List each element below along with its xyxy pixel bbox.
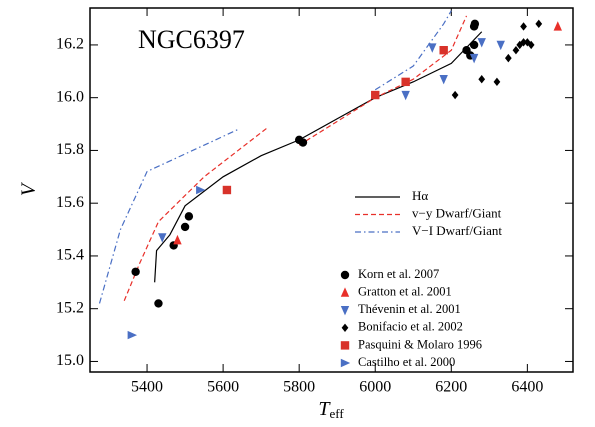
plot-frame xyxy=(89,7,574,373)
marker xyxy=(196,185,206,195)
marker xyxy=(470,19,480,29)
marker xyxy=(477,38,486,48)
x-label-sub: eff xyxy=(329,406,344,421)
legend-label: Gratton et al. 2001 xyxy=(358,284,452,298)
marker xyxy=(524,38,531,47)
marker xyxy=(553,21,562,31)
marker xyxy=(493,77,501,87)
y-tick-label: 15.4 xyxy=(56,247,84,264)
y-tick-label: 15.8 xyxy=(56,141,84,158)
legend-label: Castilho et al. 2000 xyxy=(358,355,455,369)
x-tick-label: 6400 xyxy=(511,379,543,396)
marker xyxy=(439,75,448,85)
marker xyxy=(439,46,448,55)
legend-label: V−I Dwarf/Giant xyxy=(412,223,502,238)
marker xyxy=(535,19,543,29)
marker xyxy=(341,323,349,332)
marker xyxy=(340,358,351,368)
marker xyxy=(401,77,410,87)
legend-label: Hα xyxy=(412,188,428,203)
x-tick-label: 6200 xyxy=(435,379,467,396)
marker xyxy=(469,40,479,50)
marker xyxy=(340,306,350,316)
cluster-label: NGC6397 xyxy=(138,25,245,54)
marker xyxy=(298,138,308,147)
marker xyxy=(469,53,479,64)
marker xyxy=(496,40,505,51)
marker xyxy=(520,22,527,31)
marker xyxy=(340,270,350,280)
y-tick-label: 15.2 xyxy=(56,299,84,316)
marker xyxy=(340,287,350,297)
y-tick-label: 15.0 xyxy=(56,352,84,369)
marker xyxy=(504,53,512,63)
marker xyxy=(180,222,190,232)
marker xyxy=(158,233,167,243)
marker xyxy=(154,299,163,308)
marker xyxy=(222,185,232,195)
y-tick-label: 15.6 xyxy=(56,194,84,211)
model-line xyxy=(123,15,468,302)
model-line xyxy=(98,10,452,304)
x-tick-label: 5400 xyxy=(131,379,163,396)
model-line xyxy=(154,31,483,283)
marker xyxy=(184,212,194,221)
legend-label: Thévenin et al. 2001 xyxy=(358,302,461,316)
legend-label: v−y Dwarf/Giant xyxy=(412,205,502,220)
marker xyxy=(131,267,140,276)
marker xyxy=(512,46,520,55)
marker xyxy=(173,234,182,245)
y-tick-label: 16.0 xyxy=(56,88,84,105)
marker xyxy=(371,90,380,100)
marker xyxy=(520,38,527,47)
legend-label: Korn et al. 2007 xyxy=(358,267,439,281)
marker xyxy=(401,90,410,101)
marker xyxy=(428,43,437,53)
y-tick-label: 16.2 xyxy=(56,36,84,53)
marker xyxy=(340,341,350,350)
marker xyxy=(451,90,459,100)
x-label-main: T xyxy=(318,398,331,420)
marker xyxy=(127,330,138,340)
x-tick-label: 5800 xyxy=(283,379,315,396)
marker xyxy=(527,40,535,50)
y-axis-label: V xyxy=(18,181,40,196)
x-axis-label: Teff xyxy=(318,398,344,421)
legend-label: Bonifacio et al. 2002 xyxy=(358,320,463,334)
marker xyxy=(478,75,486,84)
x-tick-label: 5600 xyxy=(207,379,239,396)
legend-label: Pasquini & Molaro 1996 xyxy=(358,337,482,351)
x-tick-label: 6000 xyxy=(359,379,391,396)
